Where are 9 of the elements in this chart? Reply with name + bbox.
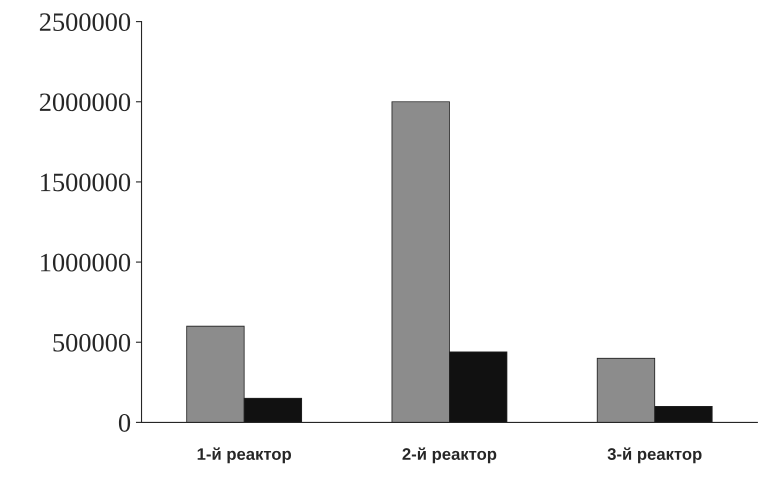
y-tick-label: 1500000 <box>41 174 130 192</box>
x-tick-label: 2-й реактор <box>402 447 496 464</box>
y-tick-label: 2000000 <box>40 93 130 112</box>
y-tick-label: 1000000 <box>41 254 130 272</box>
y-tick-label: 500000 <box>53 334 130 352</box>
x-tick-label: 1-й реактор <box>198 447 292 464</box>
y-tick-label: 0 <box>118 414 130 432</box>
x-tick-label: 3-й реактор <box>608 447 702 464</box>
y-tick-label: 2500000 <box>40 13 130 32</box>
